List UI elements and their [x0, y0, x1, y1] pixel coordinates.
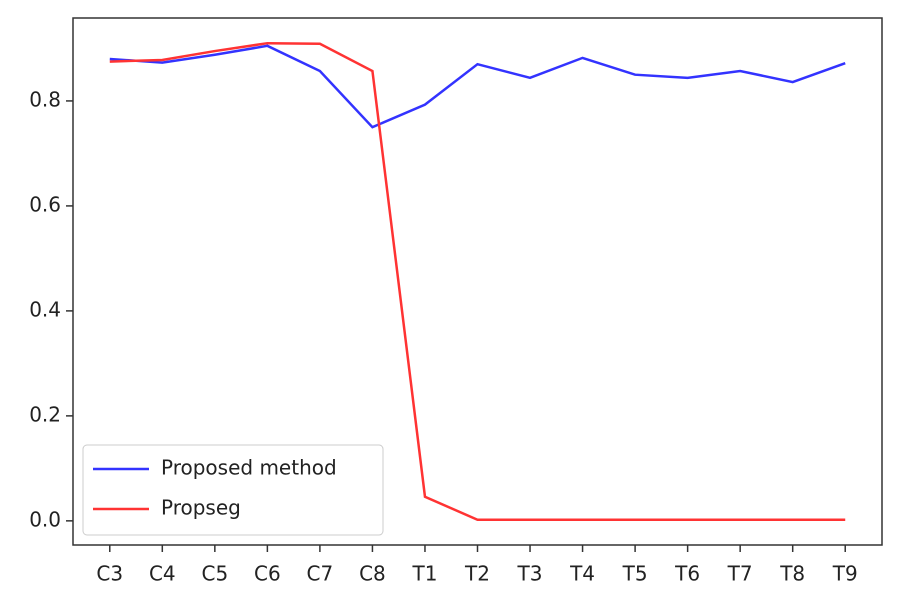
- x-tick-label: C7: [307, 562, 334, 586]
- series-line: [109, 41, 846, 522]
- x-tick-label: T3: [517, 562, 543, 586]
- series-line: [109, 44, 846, 129]
- y-tick-label: 0.0: [29, 507, 61, 531]
- legend: [82, 444, 384, 536]
- legend-label: Propseg: [161, 496, 241, 520]
- x-tick-label: T2: [464, 562, 490, 586]
- x-tick-label: T7: [727, 562, 753, 586]
- x-tick-label: T6: [674, 562, 700, 586]
- y-tick-label: 0.2: [29, 402, 61, 426]
- x-tick-label: C4: [149, 562, 176, 586]
- y-tick-label: 0.4: [29, 297, 61, 321]
- legend-label: Proposed method: [161, 456, 337, 480]
- x-tick-label: C8: [359, 562, 386, 586]
- x-tick-label: T5: [622, 562, 648, 586]
- x-tick-label: C5: [201, 562, 228, 586]
- y-tick-label: 0.6: [29, 192, 61, 216]
- x-tick-label: T1: [411, 562, 437, 586]
- x-tick-label: T9: [832, 562, 858, 586]
- x-tick-label: C6: [254, 562, 281, 586]
- x-tick-label: C3: [96, 562, 123, 586]
- y-tick-label: 0.8: [29, 87, 61, 111]
- x-tick-label: T4: [569, 562, 595, 586]
- x-tick-label: T8: [779, 562, 805, 586]
